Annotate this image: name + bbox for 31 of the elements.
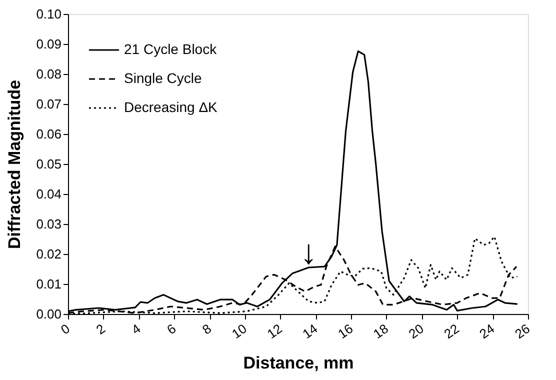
y-tick-label: 0.05 — [36, 156, 62, 172]
x-tick-label: 16 — [335, 320, 356, 342]
x-tick-label: 0 — [58, 320, 73, 338]
annotation: ↓ — [300, 234, 318, 272]
y-tick-label: 0.06 — [36, 126, 62, 142]
x-tick-label: 22 — [441, 320, 462, 342]
x-tick-label: 20 — [406, 320, 426, 342]
y-tick-label: 0.09 — [36, 36, 62, 52]
x-axis-title: Distance, mm — [243, 354, 354, 373]
y-axis-title: Diffracted Magnitude — [5, 80, 24, 250]
x-tick-label: 6 — [164, 320, 179, 338]
y-tick-label: 0.04 — [36, 186, 62, 202]
y-tick-label: 0.10 — [36, 6, 62, 22]
x-tick-label: 18 — [370, 320, 391, 342]
y-tick-label: 0.08 — [36, 66, 62, 82]
legend-label: 21 Cycle Block — [124, 41, 218, 57]
legend-label: Single Cycle — [124, 70, 202, 86]
x-tick-label: 10 — [228, 320, 250, 342]
x-tick-label: 14 — [300, 320, 320, 342]
x-tick-label: 12 — [264, 320, 285, 342]
x-tick-label: 8 — [200, 320, 214, 338]
y-tick-label: 0.02 — [36, 246, 62, 262]
y-tick-label: 0.07 — [36, 96, 62, 112]
x-tick-label: 2 — [93, 320, 108, 338]
y-tick-label: 0.03 — [36, 216, 62, 232]
x-tick-label: 4 — [128, 320, 144, 338]
legend-label: Decreasing ΔK — [124, 99, 218, 115]
y-tick-label: 0.01 — [36, 276, 62, 292]
y-tick-label: 0.00 — [36, 306, 62, 322]
x-tick-label: 26 — [512, 320, 533, 342]
x-tick-label: 24 — [476, 320, 498, 342]
